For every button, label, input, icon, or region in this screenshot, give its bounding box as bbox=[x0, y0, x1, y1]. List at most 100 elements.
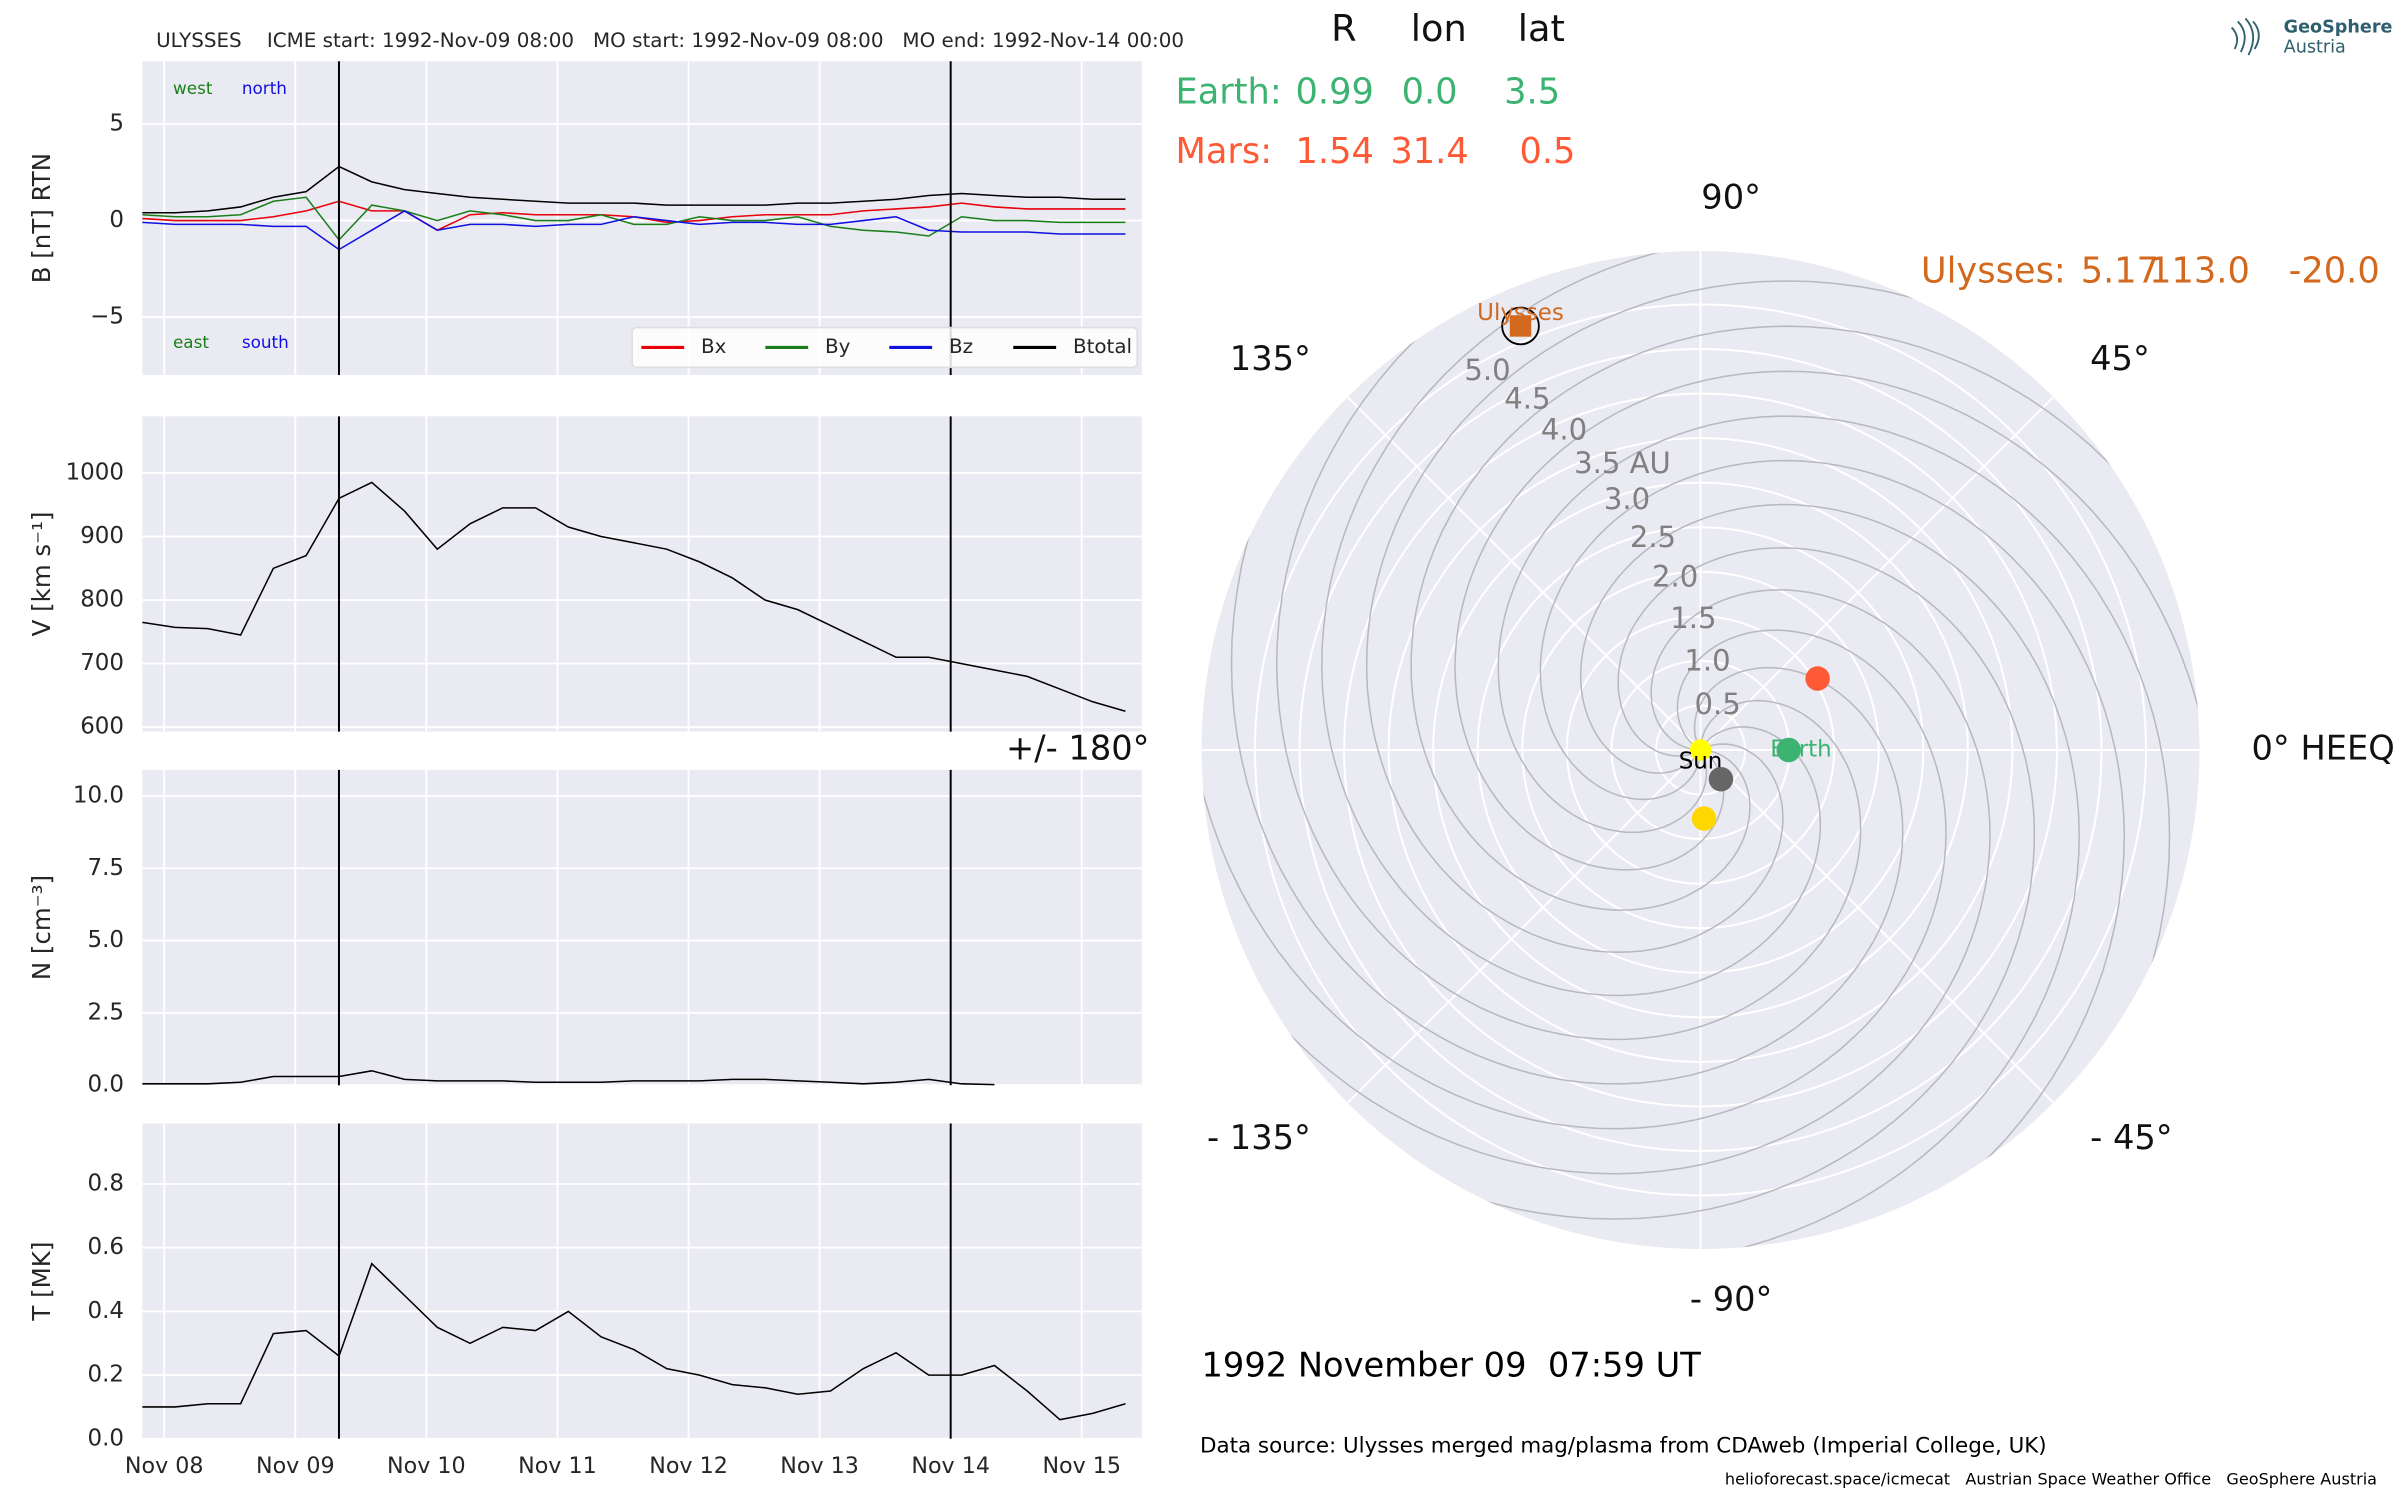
y-tick-label: 0.6 bbox=[87, 1234, 123, 1260]
data-line bbox=[142, 210, 1126, 251]
y-axis-label: N [cm⁻³] bbox=[27, 875, 56, 980]
body-marker bbox=[1708, 766, 1734, 792]
data-line bbox=[142, 1070, 995, 1086]
parker-spiral bbox=[1230, 251, 1904, 1085]
parker-spiral bbox=[1454, 370, 2200, 1219]
grid-spoke bbox=[1699, 396, 2055, 751]
row-value: 31.4 bbox=[1390, 131, 1468, 172]
legend-box bbox=[631, 326, 1139, 369]
row-value: -20.0 bbox=[2289, 250, 2380, 291]
y-tick-label: 5.0 bbox=[87, 927, 123, 953]
grid-spoke bbox=[1699, 749, 2055, 1104]
theta-tick-label: - 45° bbox=[2090, 1118, 2173, 1157]
logo-text: GeoSphere bbox=[2284, 18, 2393, 38]
panel-title: ULYSSES ICME start: 1992-Nov-09 08:00 MO… bbox=[156, 29, 1184, 52]
x-tick-label: Nov 14 bbox=[911, 1453, 990, 1479]
row-value: 113.0 bbox=[2149, 250, 2250, 291]
data-line bbox=[142, 1262, 1126, 1421]
grid-group bbox=[1201, 251, 2200, 1249]
planet-label: Earth bbox=[1770, 737, 1832, 763]
y-tick-label: 0.8 bbox=[87, 1170, 123, 1196]
annotation: north bbox=[242, 78, 287, 98]
column-header: lat bbox=[1518, 7, 1565, 50]
planet-marker bbox=[1776, 737, 1801, 763]
x-tick-label: Nov 10 bbox=[387, 1453, 466, 1479]
r-tick-label: 1.0 bbox=[1684, 643, 1730, 677]
theta-tick-label: 0° HEEQ bbox=[2252, 729, 2395, 768]
x-tick-label: Nov 08 bbox=[125, 1453, 204, 1479]
parker-spiral bbox=[1275, 251, 1929, 1041]
row-value: 0.5 bbox=[1519, 131, 1575, 172]
data-source: Data source: Ulysses merged mag/plasma f… bbox=[1200, 1433, 2047, 1458]
parker-spiral bbox=[1201, 547, 2036, 1220]
body-marker bbox=[1691, 806, 1717, 831]
data-line bbox=[142, 481, 1126, 713]
annotation: south bbox=[242, 332, 289, 352]
parker-spiral bbox=[1201, 521, 1991, 1175]
y-axis-label: T [MK] bbox=[27, 1242, 56, 1322]
theta-tick-label: - 135° bbox=[1207, 1118, 1311, 1157]
spacecraft-ring bbox=[1501, 306, 1540, 346]
credits: helioforecast.space/icmecat Austrian Spa… bbox=[1725, 1470, 2377, 1489]
y-tick-label: 7.5 bbox=[87, 855, 123, 881]
planet-marker bbox=[1805, 666, 1830, 691]
y-tick-label: 0 bbox=[109, 207, 124, 233]
plot-background bbox=[142, 1123, 1142, 1439]
logo-text: Austria bbox=[2284, 37, 2346, 57]
logo bbox=[2230, 17, 2260, 56]
row-value: 0.99 bbox=[1296, 71, 1374, 112]
row-label: Mars: bbox=[1176, 131, 1273, 172]
r-tick-label: 4.0 bbox=[1541, 412, 1587, 446]
r-tick-label: 0.5 bbox=[1695, 687, 1741, 721]
spacecraft-label: Ulysses bbox=[1477, 300, 1564, 326]
plot-background bbox=[142, 769, 1142, 1086]
parker-spiral bbox=[1410, 325, 2200, 979]
y-tick-label: 0.2 bbox=[87, 1362, 123, 1388]
y-tick-label: 600 bbox=[80, 714, 124, 740]
y-tick-label: 900 bbox=[80, 523, 124, 549]
y-tick-label: 2.5 bbox=[87, 999, 123, 1025]
y-tick-label: −5 bbox=[90, 304, 124, 330]
theta-tick-label: 90° bbox=[1701, 177, 1761, 216]
parker-spiral bbox=[1231, 503, 2080, 1249]
row-label: Earth: bbox=[1176, 71, 1282, 112]
row-value: 0.0 bbox=[1402, 71, 1458, 112]
legend-label: Btotal bbox=[1073, 335, 1132, 358]
r-tick-label: 3.5 AU bbox=[1574, 446, 1671, 480]
row-value: 1.54 bbox=[1296, 131, 1374, 172]
theta-tick-label: - 90° bbox=[1690, 1280, 1773, 1319]
body-marker bbox=[1689, 739, 1712, 761]
data-line bbox=[142, 165, 1126, 214]
y-tick-label: 1000 bbox=[66, 459, 124, 485]
row-value: 5.17 bbox=[2081, 250, 2159, 291]
x-tick-label: Nov 15 bbox=[1042, 1453, 1121, 1479]
r-tick-label: 3.0 bbox=[1604, 482, 1650, 516]
y-tick-label: 0.0 bbox=[87, 1425, 123, 1451]
parker-spiral bbox=[1365, 280, 2200, 953]
theta-tick-label: +/- 180° bbox=[1006, 729, 1149, 768]
r-tick-label: 2.5 bbox=[1630, 520, 1676, 554]
annotation: east bbox=[173, 332, 209, 352]
theta-tick-label: 135° bbox=[1230, 339, 1311, 378]
y-tick-label: 0.0 bbox=[87, 1072, 123, 1098]
x-tick-label: Nov 13 bbox=[780, 1453, 859, 1479]
parker-spiral bbox=[1201, 281, 1947, 1130]
y-tick-label: 800 bbox=[80, 587, 124, 613]
legend-label: Bx bbox=[701, 335, 727, 358]
data-line bbox=[142, 196, 1126, 242]
x-tick-label: Nov 09 bbox=[256, 1453, 335, 1479]
r-tick-label: 5.0 bbox=[1464, 353, 1510, 387]
date-label: 1992 November 09 07:59 UT bbox=[1202, 1345, 1702, 1384]
grid-spoke bbox=[1346, 396, 1702, 751]
y-tick-label: 700 bbox=[80, 650, 124, 676]
r-tick-label: 1.5 bbox=[1670, 601, 1716, 635]
x-tick-label: Nov 11 bbox=[518, 1453, 597, 1479]
column-header: lon bbox=[1411, 7, 1467, 50]
parker-spiral bbox=[1472, 459, 2126, 1249]
y-tick-label: 10.0 bbox=[73, 782, 124, 808]
x-tick-label: Nov 12 bbox=[649, 1453, 728, 1479]
grid-spoke bbox=[1346, 749, 1702, 1104]
parker-spiral bbox=[1497, 415, 2171, 1249]
